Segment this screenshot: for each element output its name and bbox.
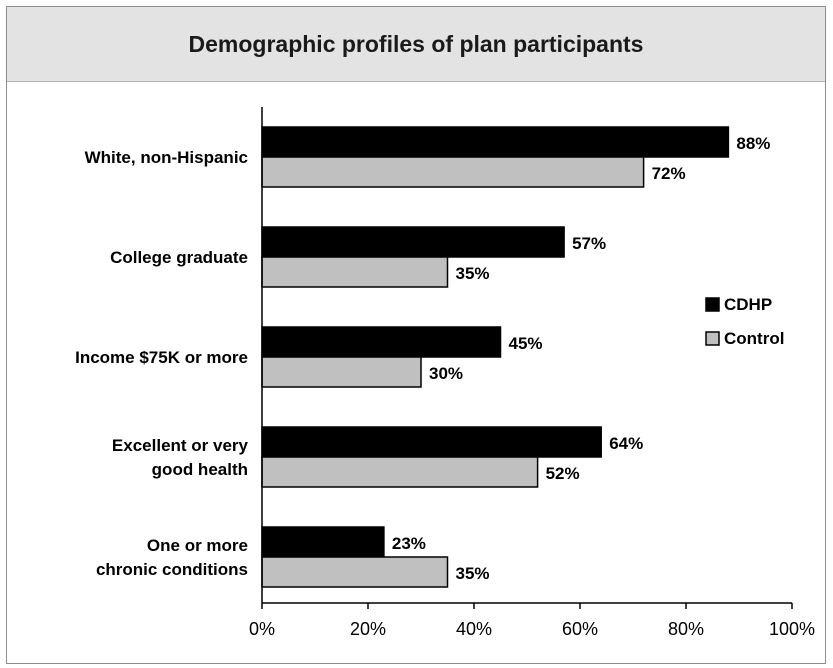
data-label-control-2: 30%: [429, 364, 463, 383]
x-tick-label-1: 20%: [350, 619, 386, 639]
bar-control-2: [261, 356, 422, 388]
x-tick-label-0: 0%: [249, 619, 275, 639]
data-label-control-1: 35%: [456, 264, 490, 283]
bar-cdhp-3: [261, 426, 602, 458]
title-bar: Demographic profiles of plan participant…: [7, 7, 825, 82]
x-tick-label-5: 100%: [769, 619, 815, 639]
bar-control-3: [261, 456, 539, 488]
legend-label-control: Control: [724, 329, 784, 348]
chart-title: Demographic profiles of plan participant…: [188, 30, 644, 57]
bar-control-1: [261, 256, 449, 288]
bar-cdhp-1: [261, 226, 565, 258]
category-label-4: chronic conditions: [96, 560, 248, 579]
x-tick-label-3: 60%: [562, 619, 598, 639]
category-label-4: One or more: [147, 536, 248, 555]
bar-control-4: [261, 556, 449, 588]
bar-control-0: [261, 156, 645, 188]
data-label-cdhp-4: 23%: [392, 534, 426, 553]
category-label-3: good health: [152, 460, 248, 479]
legend-label-cdhp: CDHP: [724, 295, 772, 314]
bar-cdhp-0: [261, 126, 730, 158]
data-label-cdhp-3: 64%: [609, 434, 643, 453]
data-label-cdhp-1: 57%: [572, 234, 606, 253]
legend-swatch-control: [705, 331, 720, 346]
x-tick-label-2: 40%: [456, 619, 492, 639]
category-label-3: Excellent or very: [112, 436, 249, 455]
legend-swatch-cdhp: [705, 297, 720, 312]
x-tick-label-4: 80%: [668, 619, 704, 639]
data-label-control-4: 35%: [456, 564, 490, 583]
data-label-cdhp-2: 45%: [509, 334, 543, 353]
category-label-1: College graduate: [110, 248, 248, 267]
data-label-control-0: 72%: [652, 164, 686, 183]
data-label-cdhp-0: 88%: [736, 134, 770, 153]
bar-cdhp-4: [261, 526, 385, 558]
category-label-0: White, non-Hispanic: [85, 148, 248, 167]
data-label-control-3: 52%: [546, 464, 580, 483]
category-label-2: Income $75K or more: [75, 348, 248, 367]
bar-chart: 88% 57% 45% 64% 23% 72% 35% 30% 52% 35% White, non…: [75, 107, 815, 639]
chart-frame: Demographic profiles of plan participant…: [6, 6, 826, 664]
bar-cdhp-2: [261, 326, 502, 358]
